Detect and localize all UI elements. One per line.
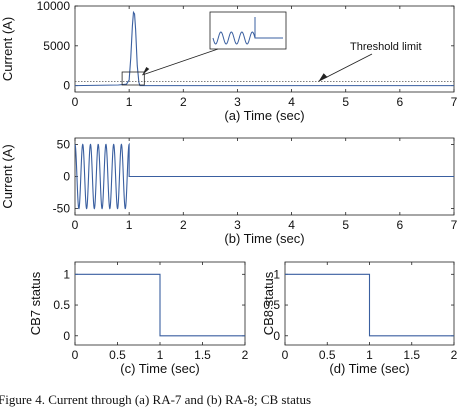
y-tick-label: -50 xyxy=(53,202,71,216)
x-axis-label: (a) Time (sec) xyxy=(224,108,304,123)
chart-a: 0 1 2 3 4 5 6 7 0 5000 10000 (a) Time (sec) Current … xyxy=(0,0,458,123)
x-tick-label: 2 xyxy=(180,95,187,109)
figure-caption: Figure 4. Current through (a) RA-7 and (… xyxy=(0,392,311,407)
x-tick-label: 1.5 xyxy=(194,348,211,362)
x-axis-label: (c) Time (sec) xyxy=(120,361,199,376)
x-tick-label: 4 xyxy=(288,218,295,232)
inset-arrow xyxy=(142,48,219,76)
x-tick-label: 2 xyxy=(180,218,187,232)
y-axis-label: Current (A) xyxy=(0,17,15,81)
y-tick-label: 0 xyxy=(63,79,70,93)
chart-d: 0 0.5 1 1.5 200.51(d) Time (sec)CB8 status xyxy=(261,261,458,376)
x-axis-label: (d) Time (sec) xyxy=(329,361,409,376)
y-tick-label: 10000 xyxy=(37,0,71,13)
x-tick-label: 0 xyxy=(72,218,79,232)
x-tick-label: 7 xyxy=(451,95,458,109)
x-tick-label: 0.5 xyxy=(109,348,126,362)
x-tick-label: 1 xyxy=(157,348,164,362)
series-line xyxy=(74,10,454,87)
x-tick-label: 0 xyxy=(72,348,79,362)
x-tick-label: 0 xyxy=(282,348,289,362)
inset-series-line xyxy=(212,17,283,45)
y-tick-label: 0 xyxy=(63,329,70,343)
x-tick-label: 2 xyxy=(242,348,249,362)
y-tick-label: 1 xyxy=(63,267,70,281)
threshold-arrowhead xyxy=(318,73,328,82)
x-tick-label: 2 xyxy=(451,348,458,362)
x-tick-label: 5 xyxy=(342,218,349,232)
x-tick-label: 1 xyxy=(126,218,133,232)
x-tick-label: 0 xyxy=(72,95,79,109)
zoom-box xyxy=(121,71,145,86)
y-axis-label: CB8 status xyxy=(261,271,276,335)
y-tick-label: 0.5 xyxy=(53,298,70,312)
series-line xyxy=(285,273,454,337)
threshold-arrow xyxy=(318,53,373,82)
x-axis-label: (b) Time (sec) xyxy=(224,231,304,246)
x-tick-label: 7 xyxy=(451,218,458,232)
x-tick-label: 5 xyxy=(342,95,349,109)
x-tick-label: 4 xyxy=(288,95,295,109)
x-tick-label: 1 xyxy=(366,348,373,362)
x-tick-label: 3 xyxy=(234,95,241,109)
y-tick-label: 0.5 xyxy=(263,298,280,312)
y-tick-label: 0 xyxy=(63,170,70,184)
plot-frame xyxy=(74,5,455,93)
series-line xyxy=(75,273,245,337)
y-tick-label: 5000 xyxy=(43,39,70,53)
inset-arrowhead xyxy=(142,67,150,75)
y-tick-label: 0 xyxy=(273,329,280,343)
x-tick-label: 6 xyxy=(397,218,404,232)
y-tick-label: 1 xyxy=(273,267,280,281)
chart-c: 0 0.5 1 1.5 200.51(c) Time (sec)CB7 status xyxy=(28,261,249,376)
x-tick-label: 6 xyxy=(397,95,404,109)
y-axis-label: Current (A) xyxy=(0,144,15,208)
x-tick-label: 1 xyxy=(126,95,133,109)
y-tick-label: 50 xyxy=(57,137,71,151)
x-tick-label: 0.5 xyxy=(319,348,336,362)
series-line xyxy=(74,142,454,210)
threshold-label: Threshold limit xyxy=(350,41,422,53)
y-axis-label: CB7 status xyxy=(28,271,43,335)
x-tick-label: 1.5 xyxy=(403,348,420,362)
x-tick-label: 3 xyxy=(234,218,241,232)
